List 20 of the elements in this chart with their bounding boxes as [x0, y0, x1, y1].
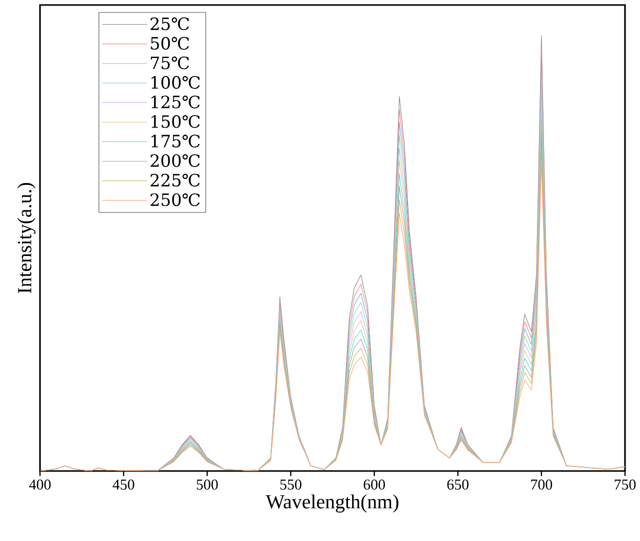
- x-tick-label: 550: [280, 480, 302, 490]
- x-tick-label: 450: [112, 480, 134, 490]
- legend-label: 200℃: [150, 154, 200, 168]
- legend-label: 25℃: [150, 17, 189, 30]
- legend-label: 125℃: [152, 96, 200, 108]
- y-axis-title: Intensity(a.u.): [17, 182, 36, 294]
- legend-label: 75℃: [150, 56, 189, 70]
- x-tick-label: 750: [614, 480, 636, 490]
- legend-label: 225℃: [150, 174, 200, 187]
- x-tick-label: 700: [531, 480, 552, 490]
- legend-label: 175℃: [152, 134, 200, 148]
- legend-label: 100℃: [152, 76, 200, 89]
- legend-label: 50℃: [150, 36, 189, 50]
- x-tick-label: 600: [364, 480, 385, 490]
- x-tick-label: 500: [196, 480, 218, 490]
- legend-label: 250℃: [150, 193, 200, 206]
- legend-label: 150℃: [152, 115, 200, 128]
- x-tick-label: 650: [447, 480, 469, 490]
- x-tick-label: 400: [29, 480, 51, 490]
- x-axis-title: Wavelength(nm): [266, 494, 398, 513]
